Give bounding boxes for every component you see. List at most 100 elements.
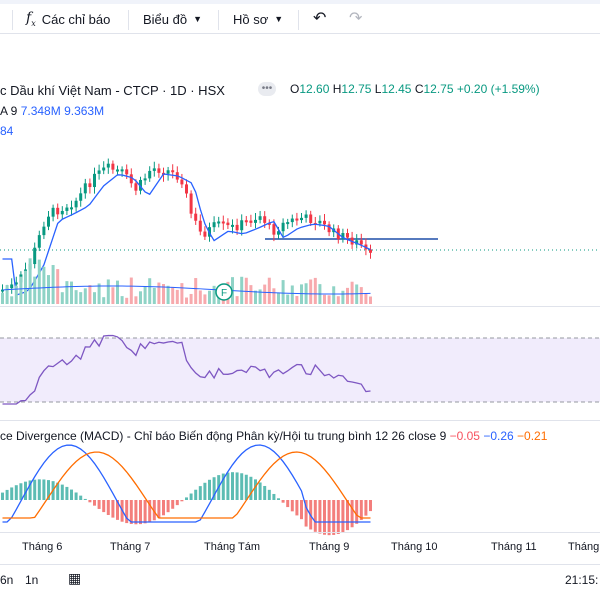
- candle-body: [42, 226, 46, 236]
- volume-bar: [295, 295, 299, 304]
- chart-type-button[interactable]: Biểu đồ ▼: [143, 11, 203, 27]
- macd-bar: [313, 500, 317, 532]
- macd-bar: [162, 500, 165, 516]
- macd-bar: [258, 482, 262, 500]
- macd-bar: [221, 473, 225, 500]
- macd-bar: [332, 500, 336, 535]
- event-marker[interactable]: [215, 283, 233, 301]
- pane-separator[interactable]: [0, 306, 600, 307]
- volume-bar: [148, 278, 152, 304]
- volume-bar: [47, 275, 50, 304]
- volume-bar: [51, 265, 55, 304]
- macd-histogram: [1, 472, 372, 536]
- range-6m-button[interactable]: 6n: [0, 573, 14, 587]
- candle-body: [157, 168, 161, 173]
- redo-icon[interactable]: ↷: [349, 10, 363, 27]
- eye-icon[interactable]: •••: [258, 82, 276, 96]
- macd-bar: [185, 497, 188, 500]
- candle-body: [272, 224, 276, 235]
- macd-bar: [79, 495, 83, 500]
- volume-bar: [106, 279, 110, 304]
- volume-bar: [180, 283, 184, 304]
- candle-body: [240, 220, 244, 231]
- toolbar-top-strip: [0, 0, 600, 4]
- candle-body: [341, 233, 345, 240]
- volume-bar: [56, 269, 60, 304]
- candle-body: [226, 222, 230, 226]
- time-axis-label: Tháng 7: [110, 541, 151, 553]
- volume-bar: [125, 297, 129, 304]
- volume-legend: A 9 7.348M 9.363M: [0, 104, 105, 118]
- candle-body: [355, 240, 359, 245]
- candle-body: [152, 168, 156, 171]
- event-marker-label: F: [221, 288, 227, 299]
- macd-bar: [116, 500, 119, 520]
- time-axis-label: Tháng 9: [309, 541, 350, 553]
- volume-bar: [37, 259, 41, 304]
- indicators-button[interactable]: fx Các chỉ báo: [26, 10, 111, 28]
- macd-bar: [106, 500, 110, 516]
- bottom-toolbar: 6n 1n ▦ 21:15:: [0, 564, 600, 600]
- macd-bar: [93, 500, 96, 506]
- candle-body: [171, 170, 175, 173]
- pane-separator[interactable]: [0, 420, 600, 421]
- toolbar-separator: [128, 10, 129, 30]
- calendar-icon[interactable]: ▦: [68, 570, 82, 586]
- candle-body: [37, 235, 41, 248]
- macd-bar: [33, 479, 37, 500]
- chevron-down-icon: ▼: [274, 14, 284, 24]
- volume-bar: [194, 278, 198, 304]
- toolbar-separator: [298, 10, 299, 30]
- candle-body: [88, 183, 92, 188]
- profile-button[interactable]: Hồ sơ ▼: [233, 11, 284, 27]
- volume-bar: [70, 281, 73, 304]
- volume-bar: [235, 296, 239, 304]
- volume-bar: [116, 280, 119, 304]
- macd-bar: [323, 500, 326, 535]
- top-toolbar: fx Các chỉ báo Biểu đồ ▼ Hồ sơ ▼ ↶ ↷: [0, 0, 600, 34]
- macd-bar: [171, 500, 175, 509]
- volume-bar: [313, 277, 317, 304]
- volume-bar: [60, 292, 64, 304]
- volume-bar: [79, 292, 83, 304]
- macd-bar: [369, 500, 372, 512]
- candle-body: [65, 207, 69, 211]
- symbol-title[interactable]: c Dầu khí Việt Nam - CTCP · 1D · HSX: [0, 82, 225, 98]
- volume-bar: [93, 292, 96, 304]
- candle-body: [189, 193, 193, 214]
- macd-bar: [1, 492, 4, 500]
- volume-bar: [33, 276, 37, 304]
- candle-body: [79, 193, 83, 201]
- candle-body: [125, 169, 129, 175]
- volume-bar: [240, 276, 244, 304]
- candle-body: [295, 218, 299, 221]
- range-1y-button[interactable]: 1n: [25, 573, 39, 587]
- volume-bar: [290, 285, 294, 304]
- candle-body: [185, 184, 188, 194]
- candle-body: [290, 218, 294, 223]
- volume-bar: [102, 297, 106, 304]
- time-axis-label: Tháng 6: [22, 541, 63, 553]
- undo-icon[interactable]: ↶: [313, 10, 327, 27]
- candle-body: [212, 222, 216, 228]
- candle-body: [263, 216, 267, 223]
- volume-bar: [203, 294, 207, 304]
- volume-bar: [208, 290, 211, 304]
- macd-bar: [240, 473, 244, 500]
- candle-body: [318, 220, 322, 224]
- macd-bar: [286, 500, 290, 508]
- macd-bar: [24, 481, 27, 500]
- candle-body: [281, 222, 285, 232]
- candle-body: [198, 220, 202, 232]
- macd-bar: [129, 500, 133, 524]
- candle-body: [323, 220, 326, 225]
- volume-bar: [134, 296, 138, 304]
- macd-bar: [203, 482, 207, 500]
- macd-bar: [226, 472, 230, 500]
- time-axis-label: Tháng: [568, 541, 600, 553]
- candle-body: [369, 249, 372, 253]
- volume-bar: [152, 287, 156, 304]
- macd-bar: [198, 486, 202, 500]
